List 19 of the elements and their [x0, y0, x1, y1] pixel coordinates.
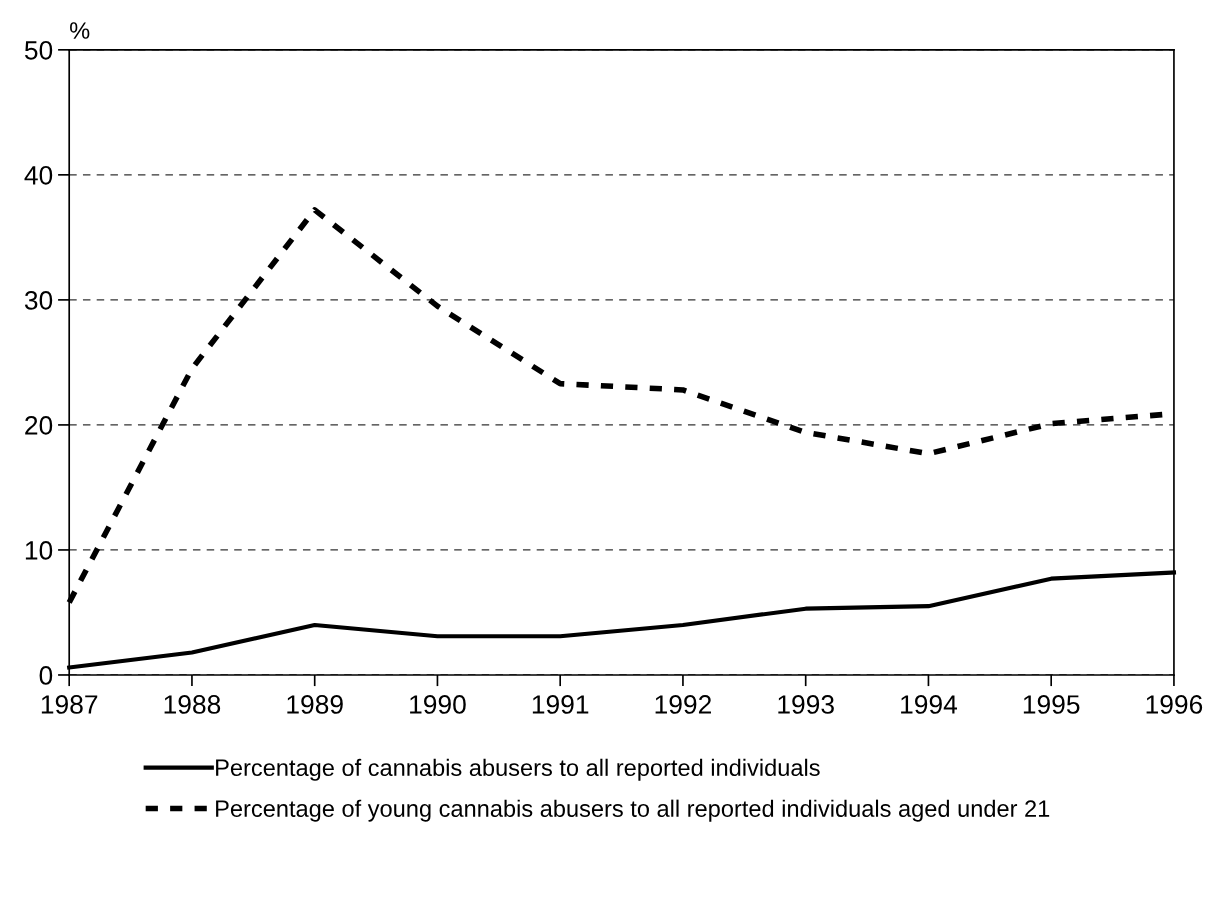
y-tick-label: 40 [24, 165, 53, 185]
y-tick-label: 10 [25, 541, 53, 560]
legend-label: Percentage of cannabis abusers to all reported individuals [216, 758, 820, 781]
x-tick-label: 1987 [41, 695, 98, 714]
x-tick-label: 1995 [1023, 695, 1080, 714]
legend-label: Percentage of young cannabis abusers to all reported individuals aged under 21 [216, 799, 1050, 822]
x-tick-label: 1994 [901, 695, 958, 714]
x-tick-label: 1990 [410, 695, 466, 714]
y-tick-label: 20 [25, 416, 53, 435]
x-tick-label: 1989 [287, 695, 343, 714]
y-tick-label: 30 [24, 291, 53, 310]
y-axis-title: % [70, 22, 90, 39]
y-tick-label: 50 [24, 40, 53, 60]
x-tick-label: 1996 [1146, 695, 1203, 714]
x-tick-label: 1988 [164, 695, 221, 714]
y-tick-label: 0 [39, 666, 53, 685]
x-tick-label: 1992 [655, 695, 711, 714]
x-tick-label: 1991 [532, 695, 589, 714]
x-tick-label: 1993 [778, 695, 834, 714]
